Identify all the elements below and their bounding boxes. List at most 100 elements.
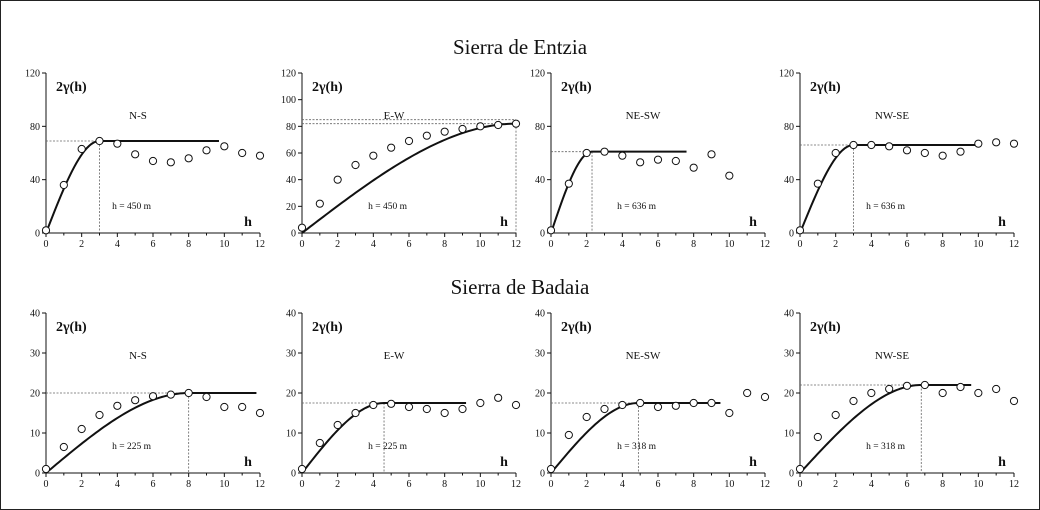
model-curve [301,402,467,474]
data-point [41,226,51,235]
y-tick-label: 120 [281,69,296,80]
y-tick-label: 0 [35,469,40,480]
x-tick-label: 8 [186,239,191,250]
data-point [95,136,104,146]
direction-label: NE-SW [626,110,661,122]
data-point [902,146,912,155]
x-tick-label: 8 [940,239,945,250]
y-tick-label: 40 [30,309,40,320]
direction-label: NW-SE [875,350,910,362]
data-point [220,402,229,412]
direction-label: E-W [384,110,405,122]
variogram-chart: 0 40 80 120 0 2 4 6 8 10 12 2γ(h) N-S h = 450 m h [25,69,265,251]
data-point [202,392,211,402]
variogram-chart: 0 10 20 30 40 0 2 4 6 8 10 12 2γ(h) NE-SW h = 318 m h [535,309,770,491]
variogram-panel-entzia-nesw: 0 40 80 120 0 2 4 6 8 10 12 2γ(h) NE-SW h = 636 m h [527,65,777,255]
model-curve [799,144,979,234]
data-point [582,148,591,158]
y-tick-label: 0 [789,229,794,240]
data-point [600,404,609,414]
y-tick-label: 30 [784,349,794,360]
data-point [956,147,965,156]
y-tick-label: 100 [281,95,296,106]
data-point [297,464,307,474]
y-tick-label: 30 [535,349,545,360]
x-tick-label: 0 [44,479,49,490]
data-point [582,412,591,422]
y-tick-label: 120 [779,69,794,80]
data-point [351,408,360,418]
direction-label: NW-SE [875,110,910,122]
data-point [653,402,663,412]
data-point [564,179,573,188]
variogram-panel-entzia-ew: 0 20 40 60 80 100 120 0 2 4 6 8 10 12 2γ(h) E-W h = 450 … [278,65,528,255]
data-point [992,138,1001,147]
data-point [238,148,247,158]
data-point [885,384,894,394]
data-point [77,144,86,154]
data-point [992,384,1001,394]
data-point [938,151,947,160]
data-point [920,380,929,390]
section-title-badaia: Sierra de Badaia [450,275,590,299]
y-tick-label: 0 [35,229,40,240]
data-point [494,393,503,402]
y-tick-label: 80 [535,122,545,133]
data-point [938,388,947,398]
y-tick-label: 30 [30,349,40,360]
x-axis-label: h [749,215,757,230]
data-point [920,148,929,158]
y-tick-label: 0 [540,229,545,240]
x-tick-label: 12 [1009,239,1019,250]
data-point [618,151,627,160]
x-tick-label: 4 [371,479,376,490]
x-tick-label: 12 [511,239,521,250]
y-tick-label: 40 [30,175,40,186]
data-point [795,226,805,235]
variogram-chart: 0 10 20 30 40 0 2 4 6 8 10 12 2γ(h) NW-SE h = 318 m h [784,309,1019,491]
x-tick-label: 8 [442,239,447,250]
data-point [564,430,573,440]
direction-label: N-S [129,110,147,122]
x-tick-label: 4 [620,239,625,250]
data-point [476,122,485,131]
data-point [315,199,324,208]
data-point [813,179,822,188]
data-point [974,139,983,148]
data-point [166,390,175,399]
x-tick-label: 0 [300,239,305,250]
lag-note: h = 318 m [866,442,905,452]
data-point [902,381,912,390]
y-axis-label: 2γ(h) [56,320,87,335]
data-point [1009,396,1019,406]
data-point [1009,139,1019,148]
data-point [131,150,140,159]
x-tick-label: 10 [219,239,229,250]
data-point [831,148,840,158]
data-point [546,464,556,474]
y-tick-label: 40 [535,309,545,320]
data-point [202,146,211,155]
model-curve [550,402,721,474]
data-point [220,142,229,151]
x-tick-label: 10 [724,239,734,250]
x-tick-label: 6 [656,239,661,250]
y-tick-label: 10 [535,429,545,440]
x-tick-label: 4 [869,479,874,490]
section-title-entzia: Sierra de Entzia [452,35,588,59]
x-tick-label: 8 [691,239,696,250]
x-axis-label: h [749,455,757,470]
data-point [600,147,609,156]
model-curve [45,140,219,234]
x-tick-label: 6 [151,479,156,490]
variogram-panel-entzia-nwse: 0 40 80 120 0 2 4 6 8 10 12 2γ(h) NW-SE h = 636 m h [776,65,1026,255]
data-point [255,151,265,160]
data-point [387,143,396,152]
x-tick-label: 0 [300,479,305,490]
y-tick-label: 10 [784,429,794,440]
y-tick-label: 60 [286,149,296,160]
data-point [671,401,680,410]
y-tick-label: 0 [540,469,545,480]
x-tick-label: 10 [724,479,734,490]
data-point [760,392,770,402]
